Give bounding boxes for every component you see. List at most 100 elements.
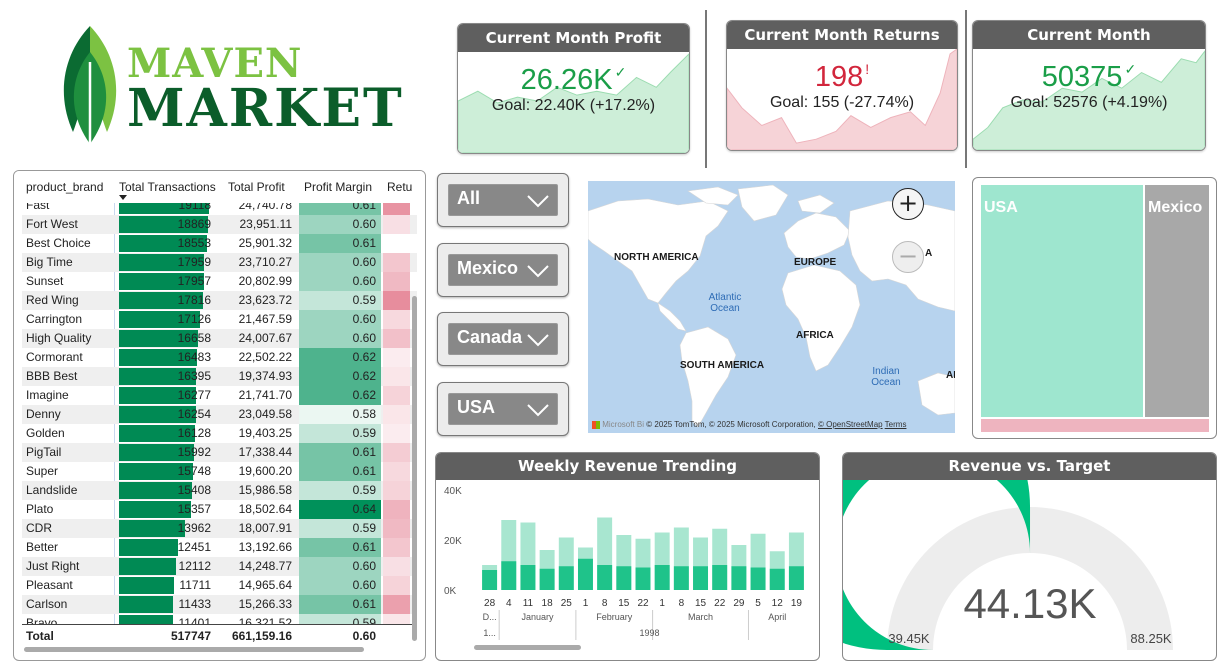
table-row[interactable]: Imagine 16277 21,741.70 0.62 (22, 386, 417, 405)
bar-segment[interactable] (520, 565, 536, 590)
cell-brand: Cormorant (26, 350, 83, 364)
country-treemap[interactable]: USA Mexico (972, 177, 1217, 439)
bar-segment[interactable] (673, 566, 689, 590)
bar-segment[interactable] (558, 566, 574, 590)
cell-margin: 0.61 (299, 538, 381, 557)
table-row[interactable]: Red Wing 17816 23,623.72 0.59 (22, 291, 417, 310)
cell-transactions-bar (119, 519, 211, 538)
table-row[interactable]: Cormorant 16483 22,502.22 0.62 (22, 348, 417, 367)
cell-returns (383, 234, 410, 253)
bar-segment[interactable] (731, 566, 747, 590)
chevron-down-icon[interactable] (525, 396, 551, 422)
bar-segment[interactable] (654, 565, 670, 590)
table-row[interactable]: BBB Best 16395 19,374.93 0.62 (22, 367, 417, 386)
cell-returns (383, 538, 410, 557)
table-row[interactable]: Denny 16254 23,049.58 0.58 (22, 405, 417, 424)
cell-margin: 0.60 (299, 272, 381, 291)
table-row[interactable]: Fort West 18869 23,951.11 0.60 (22, 215, 417, 234)
cell-margin: 0.62 (299, 348, 381, 367)
header-returns[interactable]: Retu (387, 180, 413, 194)
weekly-revenue-chart[interactable]: Weekly Revenue Trending 0K 20K 40K 28 4 11 18 2… (435, 452, 820, 661)
header-product-brand[interactable]: product_brand (26, 180, 104, 194)
bar-segment[interactable] (788, 566, 804, 590)
chevron-down-icon[interactable] (525, 257, 551, 283)
bar-segment[interactable] (635, 567, 651, 591)
slicer-all[interactable]: All (437, 173, 569, 227)
table-row[interactable]: Just Right 12112 14,248.77 0.60 (22, 557, 417, 576)
treemap-usa[interactable]: USA (981, 185, 1143, 417)
treemap-canada[interactable] (981, 419, 1209, 432)
cell-profit: 19,403.25 (238, 426, 292, 440)
world-map[interactable]: NORTH AMERICA EUROPE AFRICA SOUTH AMERIC… (588, 181, 955, 433)
bar-segment[interactable] (616, 566, 632, 590)
table-row[interactable]: Landslide 15408 15,986.58 0.59 (22, 481, 417, 500)
bar-segment[interactable] (597, 565, 613, 590)
revenue-vs-target-gauge[interactable]: Revenue vs. Target 44.13K 39.45K 88.25K (842, 452, 1217, 661)
vertical-scrollbar[interactable] (412, 296, 417, 641)
leaf-icon (63, 26, 117, 146)
chevron-down-icon[interactable] (525, 187, 551, 213)
table-row[interactable]: Big Time 17959 23,710.27 0.60 (22, 253, 417, 272)
table-row[interactable]: PigTail 15992 17,338.44 0.61 (22, 443, 417, 462)
horizontal-scrollbar[interactable] (24, 647, 364, 652)
treemap-mexico[interactable]: Mexico (1145, 185, 1209, 417)
slicer-dropdown[interactable]: USA (448, 393, 558, 425)
bar-segment[interactable] (539, 568, 555, 590)
table-row[interactable]: Plato 15357 18,502.64 0.64 (22, 500, 417, 519)
cell-profit: 14,248.77 (238, 559, 292, 573)
cell-profit: 15,266.33 (238, 597, 292, 611)
openstreetmap-link[interactable]: © OpenStreetMap (818, 420, 883, 429)
cell-transactions-bar (119, 557, 211, 576)
kpi-goal: Goal: 52576 (+4.19%) (1010, 94, 1168, 111)
table-row[interactable]: Golden 16128 19,403.25 0.59 (22, 424, 417, 443)
table-row[interactable]: Super 15748 19,600.20 0.61 (22, 462, 417, 481)
slicer-dropdown[interactable]: All (448, 184, 558, 216)
brand-table[interactable]: Fast 19118 24,740.78 0.61 Fort West 18869 23,9… (13, 170, 426, 661)
gauge-fill[interactable] (843, 480, 1031, 650)
bar-segment[interactable] (501, 561, 517, 590)
cell-profit: 21,467.59 (238, 312, 292, 326)
table-row[interactable]: Pleasant 11711 14,965.64 0.60 (22, 576, 417, 595)
table-row[interactable]: Carlson 11433 15,266.33 0.61 (22, 595, 417, 614)
bar-segment[interactable] (693, 566, 709, 590)
bar-segment[interactable] (750, 567, 766, 591)
kpi-current-month-transactions[interactable]: Current Month Transactions 50375 ✓ Goal: … (972, 20, 1206, 151)
slicer-dropdown[interactable]: Canada (448, 323, 558, 355)
sort-desc-icon[interactable] (119, 195, 127, 200)
bar-segment[interactable] (482, 570, 498, 590)
cell-profit: 15,986.58 (238, 483, 292, 497)
transactions-databar (119, 558, 177, 575)
table-row[interactable]: Best Choice 18553 25,901.32 0.61 (22, 234, 417, 253)
kpi-current-month-returns[interactable]: Current Month Returns 198! Goal: 155 (-2… (726, 20, 958, 151)
slicer-canada[interactable]: Canada (437, 312, 569, 366)
kpi-current-month-profit[interactable]: Current Month Profit 26.26K ✓ Goal: 22.40… (457, 23, 690, 154)
cell-margin: 0.62 (299, 386, 381, 405)
zoom-out-button[interactable]: − (892, 241, 924, 273)
table-row[interactable]: Carrington 17126 21,467.59 0.60 (22, 310, 417, 329)
slicer-dropdown[interactable]: Mexico (448, 254, 558, 286)
terms-link[interactable]: Terms (884, 420, 907, 429)
cell-returns (383, 272, 410, 291)
table-row[interactable]: CDR 13962 18,007.91 0.59 (22, 519, 417, 538)
cell-brand: Better (26, 540, 59, 554)
header-profit-margin[interactable]: Profit Margin (304, 180, 373, 194)
chevron-down-icon[interactable] (525, 326, 551, 352)
cell-returns (383, 291, 410, 310)
bar-segment[interactable] (577, 558, 593, 590)
table-row[interactable]: Sunset 17957 20,802.99 0.60 (22, 272, 417, 291)
slicer-mexico[interactable]: Mexico (437, 243, 569, 297)
cell-brand: Denny (26, 407, 61, 421)
header-total-transactions[interactable]: Total Transactions (119, 180, 216, 194)
cell-brand: Just Right (26, 559, 80, 573)
chart-scrollbar[interactable] (474, 645, 581, 650)
zoom-in-button[interactable]: + (892, 188, 924, 220)
table-row[interactable]: High Quality 16658 24,007.67 0.60 (22, 329, 417, 348)
bar-segment[interactable] (712, 565, 728, 590)
slicer-usa[interactable]: USA (437, 382, 569, 436)
slicer-value: Mexico (457, 258, 519, 278)
header-total-profit[interactable]: Total Profit (228, 180, 285, 194)
table-row[interactable]: Better 12451 13,192.66 0.61 (22, 538, 417, 557)
cell-returns (383, 405, 410, 424)
bar-segment[interactable] (769, 568, 785, 590)
